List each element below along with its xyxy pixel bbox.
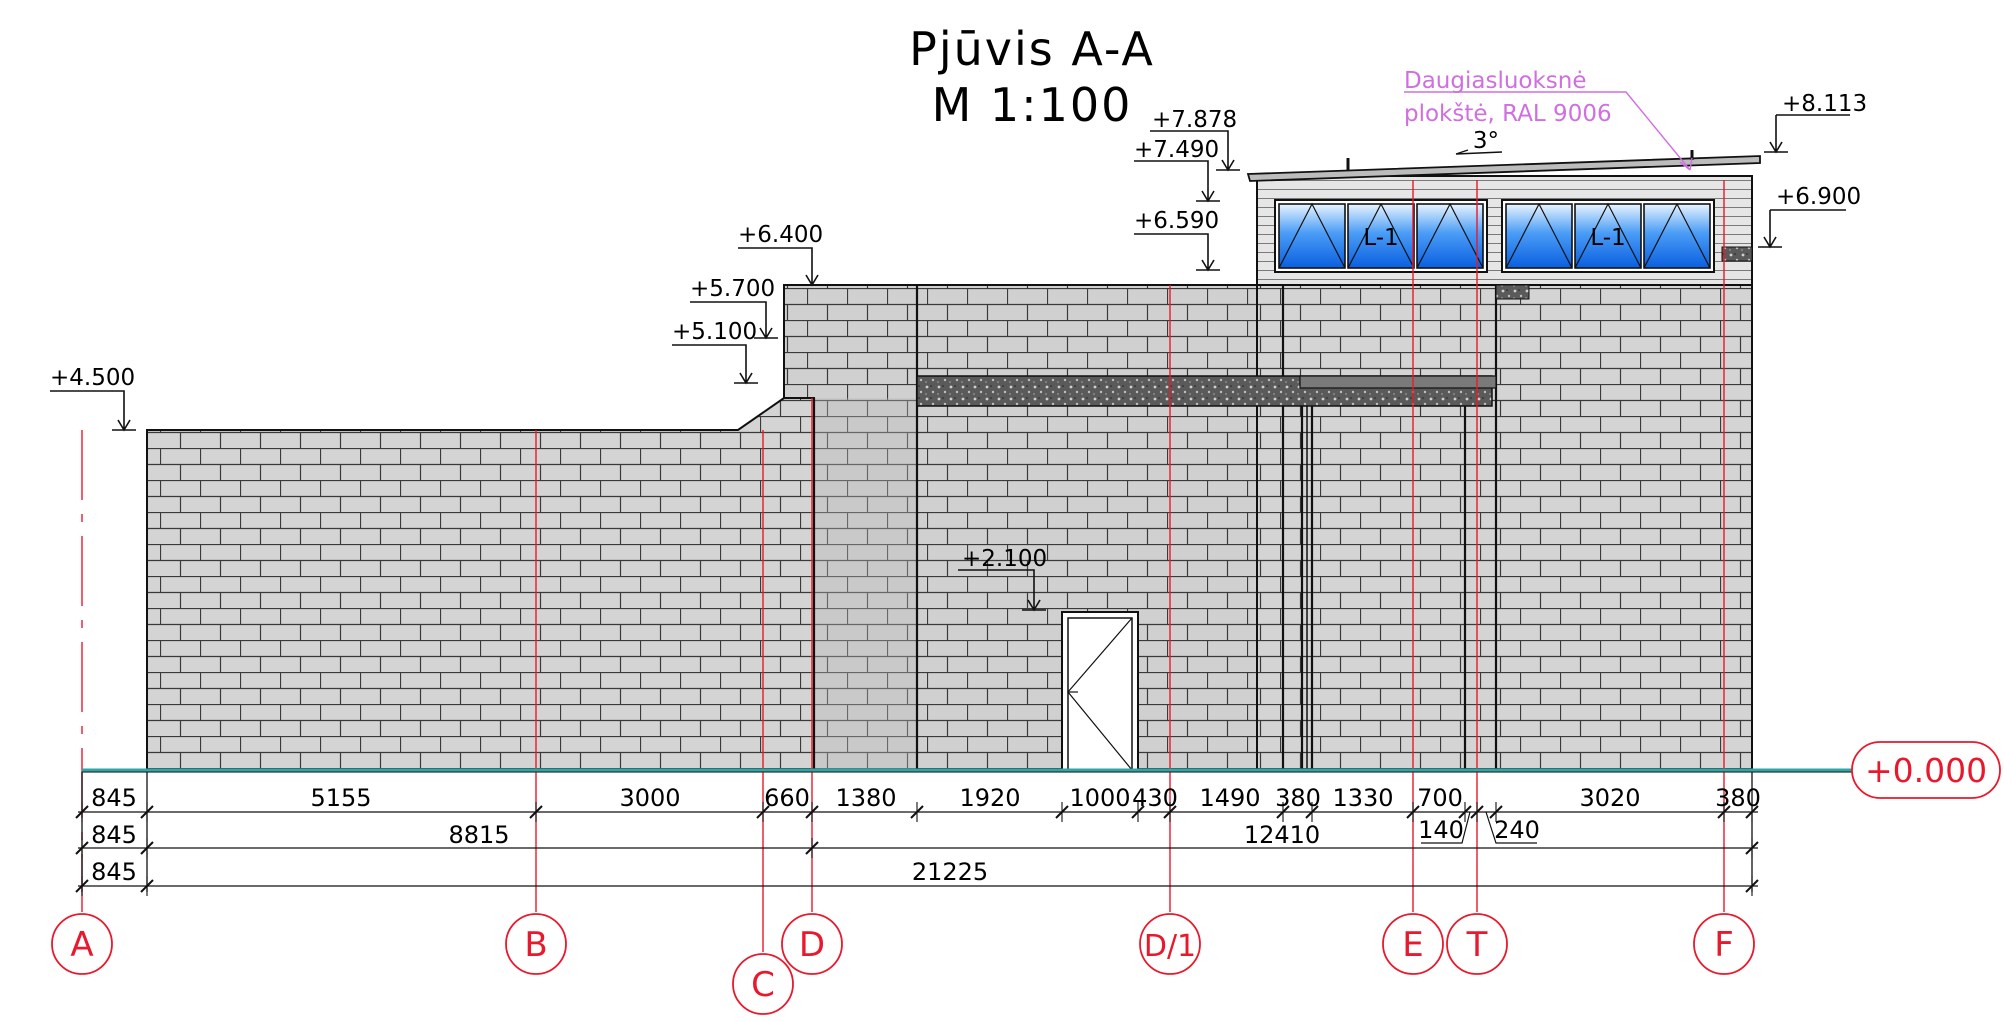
dim-r1-extra-1: 240: [1494, 816, 1540, 844]
window-label-left: L-1: [1363, 225, 1398, 251]
axis-label-a: A: [70, 925, 93, 965]
material-note-line-1: Daugiasluoksnė: [1404, 68, 1587, 94]
dim-r1-4: 1380: [835, 784, 896, 812]
concrete-block-1: [1496, 285, 1529, 299]
dim-r1-11: 700: [1417, 784, 1463, 812]
dim-r1-7: 430: [1132, 784, 1178, 812]
wall-right: [1257, 285, 1752, 770]
roof-slope-text: 3°: [1473, 128, 1499, 154]
dim-r1-10: 1330: [1332, 784, 1393, 812]
level-text-6900: +6.900: [1776, 184, 1861, 210]
axis-label-b: B: [524, 925, 547, 965]
level-text-6400: +6.400: [738, 222, 823, 248]
level-text-5700: +5.700: [690, 276, 775, 302]
axis-bubbles: [52, 914, 1754, 1014]
dim-r2-0: 845: [91, 821, 137, 849]
dim-r3-1: 21225: [912, 858, 988, 886]
dim-r1-13: 380: [1715, 784, 1761, 812]
dim-r3-0: 845: [91, 858, 137, 886]
wall-shade-cd: [814, 398, 917, 770]
level-text-8113: +8.113: [1782, 91, 1867, 117]
dim-r1-12: 3020: [1579, 784, 1640, 812]
title-line-1: Pjūvis A-A: [909, 22, 1155, 76]
level-text-7490: +7.490: [1134, 137, 1219, 163]
zero-level-text: +0.000: [1865, 751, 1987, 790]
axis-label-d: D: [799, 925, 825, 965]
dim-r1-3: 660: [764, 784, 810, 812]
dim-r1-6: 1000: [1069, 784, 1130, 812]
dim-r1-9: 380: [1275, 784, 1321, 812]
dim-r1-0: 845: [91, 784, 137, 812]
dim-r1-8: 1490: [1199, 784, 1260, 812]
lintel-beam: [1300, 376, 1496, 388]
axis-label-d1: D/1: [1144, 929, 1196, 964]
door: [1062, 612, 1138, 770]
level-text-4500: +4.500: [50, 365, 135, 391]
axis-label-f: F: [1714, 925, 1734, 965]
dim-r1-5: 1920: [959, 784, 1020, 812]
window-label-right: L-1: [1590, 225, 1625, 251]
level-text-2100: +2.100: [962, 546, 1047, 572]
level-text-7878: +7.878: [1152, 107, 1237, 133]
dim-r2-2: 12410: [1244, 821, 1320, 849]
dim-r1-1: 5155: [310, 784, 371, 812]
material-note-line-2: plokštė, RAL 9006: [1404, 101, 1612, 127]
axis-label-c: C: [751, 965, 775, 1005]
axis-label-e: E: [1402, 925, 1423, 965]
level-text-6590: +6.590: [1134, 208, 1219, 234]
axis-label-t: T: [1466, 925, 1488, 965]
dim-r1-2: 3000: [619, 784, 680, 812]
level-text-5100: +5.100: [672, 319, 757, 345]
concrete-block-2: [1722, 247, 1752, 261]
dim-r1-extra-0: 140: [1418, 816, 1464, 844]
dim-r2-1: 8815: [448, 821, 509, 849]
wall-low-left: [147, 398, 814, 770]
title-line-2: M 1:100: [932, 78, 1133, 132]
